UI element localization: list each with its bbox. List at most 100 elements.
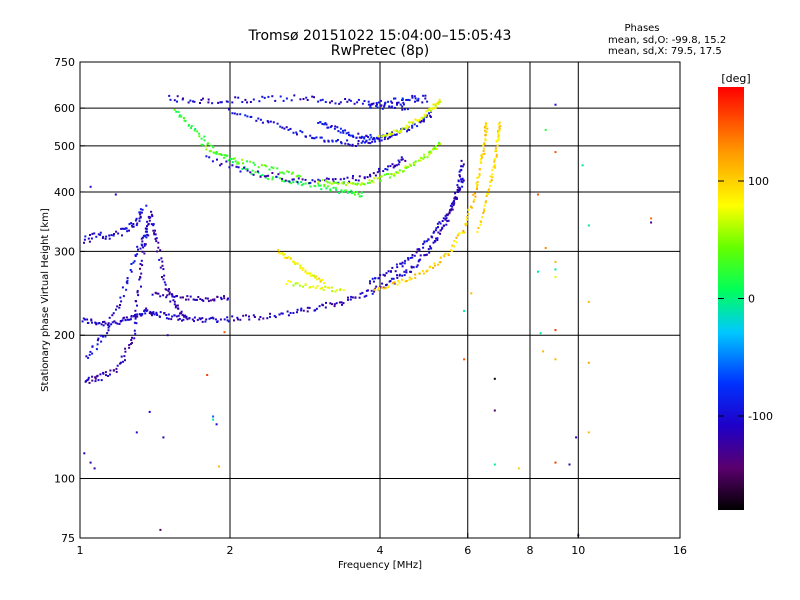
data-point	[424, 94, 427, 97]
data-point	[435, 102, 438, 105]
data-point	[292, 260, 294, 263]
data-point	[444, 215, 447, 217]
data-point	[189, 295, 192, 298]
data-point	[431, 148, 434, 151]
data-point	[483, 142, 486, 145]
data-point	[408, 121, 411, 124]
data-point	[427, 248, 430, 251]
data-point	[104, 322, 107, 325]
data-point	[140, 285, 142, 288]
data-point	[215, 423, 218, 426]
data-point	[133, 260, 136, 263]
data-point	[285, 97, 288, 100]
data-point	[286, 257, 289, 259]
data-point	[292, 312, 295, 314]
data-point	[195, 298, 198, 301]
data-point	[410, 121, 413, 124]
data-point	[422, 246, 425, 249]
data-point	[177, 314, 180, 317]
data-point	[227, 159, 230, 162]
data-point	[422, 243, 425, 245]
data-point	[386, 137, 389, 140]
data-point	[300, 184, 303, 187]
data-point	[327, 177, 330, 180]
data-point	[155, 311, 158, 314]
data-point	[336, 126, 339, 129]
data-point	[250, 115, 253, 118]
data-point	[401, 261, 404, 264]
data-point	[444, 252, 447, 255]
data-point	[390, 135, 393, 138]
data-point	[340, 142, 343, 145]
data-point	[359, 183, 362, 186]
data-point	[152, 311, 155, 314]
data-point	[434, 146, 436, 149]
data-point	[462, 163, 465, 166]
data-point	[432, 103, 435, 106]
data-point	[276, 122, 279, 125]
data-point	[289, 127, 292, 130]
data-point	[305, 135, 307, 138]
data-point	[392, 277, 395, 280]
data-point	[403, 262, 406, 265]
data-point	[554, 276, 557, 279]
data-point	[430, 109, 433, 112]
data-point	[212, 145, 215, 148]
data-point	[150, 223, 153, 226]
data-point	[333, 305, 336, 308]
data-point	[271, 178, 274, 181]
y-tick-label: 500	[54, 140, 75, 153]
data-point	[123, 316, 126, 319]
data-point	[338, 301, 341, 304]
data-point	[372, 102, 375, 105]
data-point	[181, 314, 184, 316]
data-point	[494, 149, 497, 152]
data-point	[357, 179, 360, 182]
data-point	[106, 332, 109, 335]
data-point	[493, 165, 496, 168]
data-point	[103, 320, 106, 323]
data-point	[411, 124, 414, 127]
data-point	[427, 109, 430, 112]
data-point	[128, 318, 131, 321]
data-point	[498, 129, 501, 132]
data-point	[286, 180, 289, 183]
data-point	[432, 107, 435, 110]
data-point	[163, 281, 166, 284]
data-point	[223, 331, 226, 334]
data-point	[373, 290, 376, 293]
data-point	[494, 147, 497, 150]
data-point	[345, 132, 348, 135]
data-point	[424, 254, 427, 257]
data-point	[223, 156, 225, 159]
data-point	[178, 115, 181, 118]
data-point	[485, 200, 487, 203]
data-point	[407, 125, 410, 128]
data-point	[182, 117, 185, 119]
data-point	[426, 269, 429, 272]
data-point	[385, 284, 387, 287]
data-point	[462, 179, 465, 182]
data-point	[152, 229, 155, 232]
data-point	[139, 211, 142, 214]
data-point	[227, 320, 230, 323]
data-point	[441, 220, 444, 222]
data-point	[456, 184, 459, 187]
data-point	[363, 295, 366, 298]
data-point	[346, 176, 349, 179]
data-point	[207, 101, 210, 104]
data-point	[483, 152, 486, 155]
data-point	[275, 175, 278, 178]
data-point	[150, 213, 153, 216]
data-point	[455, 241, 458, 244]
data-point	[97, 337, 100, 340]
data-point	[422, 157, 425, 160]
data-point	[423, 118, 425, 121]
data-point	[128, 229, 130, 232]
data-point	[139, 275, 142, 278]
data-point	[349, 134, 352, 137]
data-point	[146, 225, 148, 228]
data-point	[434, 106, 437, 109]
data-point	[251, 169, 254, 172]
data-point	[358, 296, 361, 299]
